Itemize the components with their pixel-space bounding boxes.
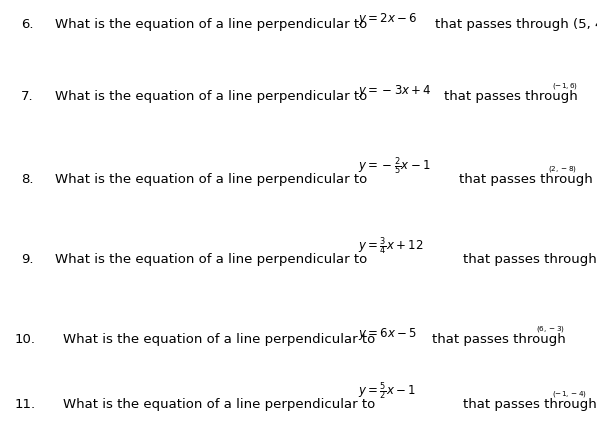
Text: that passes through (12, 3)?: that passes through (12, 3)? <box>463 252 597 265</box>
Text: that passes through: that passes through <box>459 172 593 186</box>
Text: 11.: 11. <box>15 397 36 410</box>
Text: What is the equation of a line perpendicular to: What is the equation of a line perpendic… <box>55 18 367 31</box>
Text: that passes through: that passes through <box>463 397 597 410</box>
Text: $y = \frac{5}{2}x - 1$: $y = \frac{5}{2}x - 1$ <box>358 380 416 401</box>
Text: that passes through: that passes through <box>444 90 578 103</box>
Text: 7.: 7. <box>21 90 33 103</box>
Text: $y = 6x - 5$: $y = 6x - 5$ <box>358 325 417 341</box>
Text: 10.: 10. <box>15 332 36 345</box>
Text: What is the equation of a line perpendicular to: What is the equation of a line perpendic… <box>55 172 367 186</box>
Text: What is the equation of a line perpendicular to: What is the equation of a line perpendic… <box>63 332 376 345</box>
Text: What is the equation of a line perpendicular to: What is the equation of a line perpendic… <box>55 90 367 103</box>
Text: that passes through: that passes through <box>432 332 566 345</box>
Text: $y = -\frac{2}{5}x - 1$: $y = -\frac{2}{5}x - 1$ <box>358 155 430 177</box>
Text: 8.: 8. <box>21 172 33 186</box>
Text: What is the equation of a line perpendicular to: What is the equation of a line perpendic… <box>55 252 367 265</box>
Text: What is the equation of a line perpendicular to: What is the equation of a line perpendic… <box>63 397 376 410</box>
Text: $^{(-1, 6)}$: $^{(-1, 6)}$ <box>552 84 578 94</box>
Text: $^{(-1,-4)}$: $^{(-1,-4)}$ <box>552 391 587 401</box>
Text: 6.: 6. <box>21 18 33 31</box>
Text: 9.: 9. <box>21 252 33 265</box>
Text: $y = \frac{3}{4}x + 12$: $y = \frac{3}{4}x + 12$ <box>358 235 424 257</box>
Text: $y = 2x - 6$: $y = 2x - 6$ <box>358 11 417 27</box>
Text: that passes through (5, 4)?: that passes through (5, 4)? <box>435 18 597 31</box>
Text: $^{(6,-3)}$: $^{(6,-3)}$ <box>536 326 565 336</box>
Text: $y = -3x + 4$: $y = -3x + 4$ <box>358 83 432 99</box>
Text: $^{(2,-8)}$: $^{(2,-8)}$ <box>548 166 577 177</box>
